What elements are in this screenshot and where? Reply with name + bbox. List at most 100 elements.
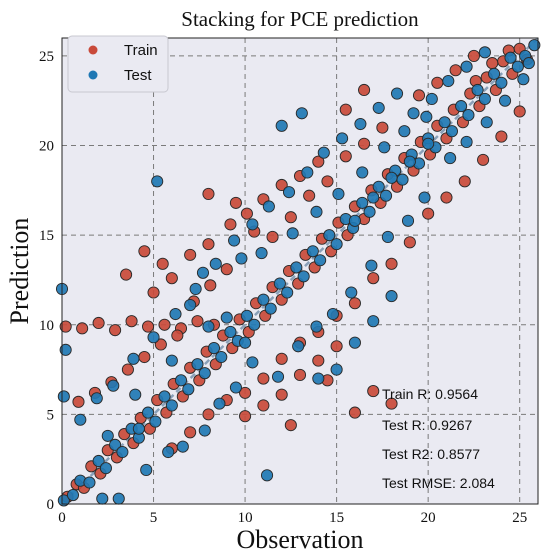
test-point bbox=[116, 445, 129, 459]
test-point bbox=[348, 214, 361, 227]
test-point bbox=[356, 166, 369, 179]
test-point bbox=[129, 388, 142, 401]
test-point bbox=[127, 352, 140, 365]
test-point bbox=[220, 311, 233, 324]
test-point bbox=[162, 445, 175, 459]
test-point bbox=[354, 117, 367, 131]
test-point bbox=[301, 166, 314, 179]
test-point bbox=[471, 83, 484, 97]
test-point bbox=[255, 247, 268, 260]
test-point bbox=[59, 343, 72, 356]
x-axis-label: Observation bbox=[236, 525, 363, 554]
test-point bbox=[372, 180, 385, 193]
test-point bbox=[207, 342, 221, 355]
test-point bbox=[132, 422, 145, 435]
test-point bbox=[239, 336, 252, 349]
test-point bbox=[176, 440, 189, 453]
test-point bbox=[378, 141, 391, 154]
train-point bbox=[158, 318, 171, 331]
test-point bbox=[379, 189, 393, 202]
test-point bbox=[184, 299, 197, 312]
chart-title: Stacking for PCE prediction bbox=[181, 7, 419, 31]
test-point bbox=[444, 152, 457, 165]
train-point bbox=[257, 372, 270, 385]
test-r-annotation: Test R: 0.9267 bbox=[382, 417, 472, 433]
train-point bbox=[120, 268, 133, 281]
train-point bbox=[467, 49, 480, 62]
test-point bbox=[290, 261, 303, 274]
test-point bbox=[385, 171, 398, 184]
train-point bbox=[339, 103, 352, 116]
test-r2-annotation: Test R2: 0.8577 bbox=[382, 446, 480, 462]
test-point bbox=[83, 476, 96, 489]
x-tick-label: 10 bbox=[238, 510, 253, 526]
test-point bbox=[257, 293, 270, 306]
train-point bbox=[385, 397, 398, 410]
test-point bbox=[66, 488, 80, 502]
test-point bbox=[147, 331, 160, 344]
train-point bbox=[147, 286, 160, 299]
test-point bbox=[215, 350, 228, 364]
train-point bbox=[72, 395, 85, 408]
legend-test-marker bbox=[88, 70, 98, 80]
train-point bbox=[224, 218, 237, 231]
test-point bbox=[246, 218, 259, 231]
x-tick-label: 0 bbox=[58, 510, 66, 526]
metrics-annotation: Train R: 0.9564 Test R: 0.9267 Test R2: … bbox=[382, 386, 495, 491]
x-tick-label: 5 bbox=[150, 510, 158, 526]
train-point bbox=[412, 89, 426, 102]
test-point bbox=[264, 302, 277, 315]
test-point bbox=[348, 336, 361, 349]
test-point bbox=[528, 39, 541, 52]
train-point bbox=[431, 76, 444, 89]
train-point bbox=[239, 386, 252, 399]
test-point bbox=[504, 51, 517, 64]
test-point bbox=[478, 92, 491, 105]
train-point bbox=[59, 320, 72, 333]
test-point bbox=[141, 406, 155, 419]
test-point bbox=[422, 137, 435, 150]
train-point bbox=[154, 338, 167, 351]
train-point bbox=[458, 175, 471, 188]
test-point bbox=[228, 234, 241, 247]
test-point bbox=[295, 107, 308, 120]
test-point bbox=[99, 462, 112, 475]
test-point bbox=[332, 187, 345, 200]
test-point bbox=[292, 340, 305, 353]
train-point bbox=[376, 121, 389, 134]
train-point bbox=[138, 350, 151, 364]
train-point bbox=[220, 263, 233, 276]
train-point bbox=[486, 57, 499, 70]
x-tick-label: 15 bbox=[329, 510, 344, 526]
test-point bbox=[151, 175, 164, 188]
test-point bbox=[57, 494, 70, 507]
test-point bbox=[312, 372, 325, 385]
test-point bbox=[517, 73, 530, 86]
x-axis-ticks: 0 5 10 15 20 25 bbox=[58, 510, 527, 526]
test-point bbox=[107, 379, 120, 392]
test-point bbox=[213, 397, 226, 410]
test-point bbox=[92, 454, 105, 468]
test-point bbox=[149, 415, 162, 428]
test-point bbox=[401, 214, 415, 227]
train-point bbox=[165, 272, 178, 285]
train-point bbox=[385, 257, 398, 270]
train-point bbox=[202, 408, 215, 421]
train-point bbox=[358, 137, 371, 150]
test-point bbox=[158, 390, 171, 403]
train-point bbox=[284, 211, 297, 224]
train-point bbox=[109, 324, 122, 337]
train-point bbox=[121, 363, 134, 376]
test-point bbox=[418, 191, 431, 204]
test-point bbox=[224, 325, 237, 338]
train-point bbox=[275, 352, 288, 365]
test-point bbox=[96, 492, 109, 505]
test-point bbox=[169, 307, 182, 321]
test-point bbox=[522, 57, 535, 70]
train-point bbox=[367, 385, 380, 398]
train-point bbox=[339, 150, 352, 163]
train-point bbox=[184, 426, 197, 439]
legend: Train Test bbox=[67, 35, 169, 93]
test-point bbox=[372, 101, 385, 114]
train-point bbox=[204, 279, 217, 292]
